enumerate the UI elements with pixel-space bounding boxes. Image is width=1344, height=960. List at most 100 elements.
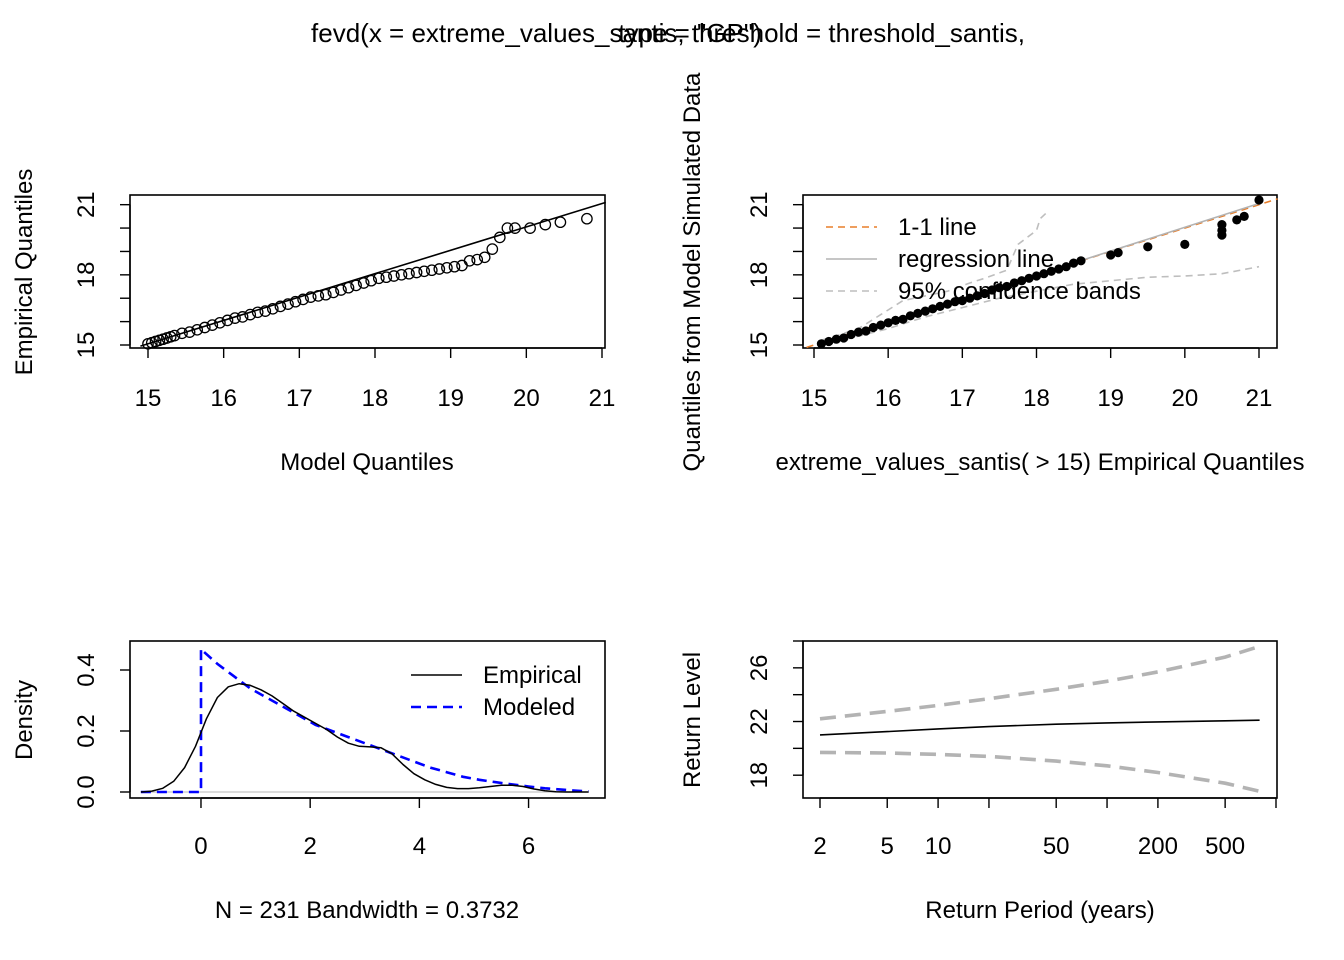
x-axis-title: Return Period (years) <box>925 897 1154 924</box>
x-tick-label: 50 <box>1043 833 1070 860</box>
x-tick-label: 17 <box>949 385 976 412</box>
data-point <box>403 267 415 280</box>
data-point <box>335 284 347 296</box>
x-axis-title: Model Quantiles <box>280 449 453 476</box>
y-axis-title: Return Level <box>679 652 706 788</box>
x-tick-label: 21 <box>589 385 616 412</box>
data-point <box>928 304 938 314</box>
data-point <box>1024 273 1034 283</box>
data-point <box>221 314 234 327</box>
legend-label: Modeled <box>483 694 575 721</box>
data-point <box>898 314 908 324</box>
data-point <box>456 259 468 272</box>
data-point <box>509 222 521 234</box>
data-point <box>1002 281 1012 292</box>
data-point <box>471 253 484 266</box>
data-point <box>920 306 930 316</box>
data-point <box>433 263 446 275</box>
data-point <box>891 315 901 325</box>
data-point <box>448 260 461 273</box>
data-point <box>229 312 241 324</box>
data-point <box>1054 264 1064 274</box>
x-tick-label: 4 <box>413 833 426 860</box>
data-point <box>1046 266 1056 276</box>
data-point <box>425 264 438 277</box>
y-tick-label: 15 <box>73 332 100 359</box>
data-point <box>1039 269 1049 279</box>
data-point <box>463 254 476 267</box>
data-point <box>839 333 849 343</box>
data-point <box>1069 258 1079 268</box>
data-point <box>1232 215 1242 225</box>
data-point <box>236 311 249 323</box>
x-tick-label: 16 <box>875 385 902 412</box>
upper-ci-line <box>819 644 1261 721</box>
x-tick-label: 2 <box>303 833 316 860</box>
data-point <box>478 251 491 264</box>
data-point <box>913 308 923 318</box>
data-point <box>259 305 272 317</box>
data-point <box>297 293 309 306</box>
data-point <box>554 216 567 229</box>
data-point <box>846 329 856 340</box>
data-point <box>994 283 1005 293</box>
data-point <box>312 290 325 302</box>
data-point <box>266 302 279 315</box>
plot-frame <box>129 194 606 349</box>
data-point <box>395 268 408 281</box>
y-tick-label: 21 <box>746 191 773 218</box>
data-point <box>282 298 294 310</box>
lower-ci-line <box>819 750 1261 794</box>
data-point <box>380 271 393 284</box>
y-tick-label: 26 <box>746 654 773 681</box>
qq-plot-panel: 15 16 17 18 19 20 21 15 18 21 Model Quantiles Empir… <box>11 169 615 476</box>
data-point <box>581 212 593 225</box>
legend-label: 1-1 line <box>898 214 977 241</box>
x-tick-label: 5 <box>881 833 894 860</box>
return-level-panel: 2 5 10 50 200 500 18 22 26 Return Period (years) R… <box>679 640 1278 924</box>
title-left: fevd(x = extreme_values_santis, threshol… <box>311 18 1025 48</box>
y-tick-label: 18 <box>746 261 773 288</box>
y-tick-label: 0.2 <box>73 714 100 747</box>
data-point <box>831 334 841 344</box>
x-tick-label: 18 <box>1023 385 1050 412</box>
series-line-empirical <box>140 682 589 793</box>
data-point <box>539 218 552 231</box>
y-tick-label: 21 <box>73 191 100 218</box>
legend-label: regression line <box>898 246 1054 273</box>
data-point <box>861 326 871 336</box>
data-point <box>1180 239 1190 249</box>
data-point <box>853 327 864 337</box>
data-point <box>524 222 536 234</box>
data-point <box>418 265 431 278</box>
x-tick-label: 15 <box>135 385 162 412</box>
y-tick-label: 15 <box>746 332 773 359</box>
data-point <box>493 231 506 244</box>
x-tick-label: 10 <box>925 833 952 860</box>
x-tick-label: 17 <box>286 385 313 412</box>
data-point <box>304 291 317 303</box>
data-point <box>1239 211 1249 221</box>
data-point <box>816 339 827 349</box>
data-point <box>824 336 834 347</box>
x-tick-label: 0 <box>194 833 207 860</box>
data-point <box>319 288 332 301</box>
data-point <box>357 277 370 289</box>
x-axis-title: extreme_values_santis( > 15) Empirical Q… <box>776 449 1305 476</box>
x-tick-label: 2 <box>813 833 826 860</box>
y-tick-label: 18 <box>746 762 773 789</box>
data-point <box>965 293 975 303</box>
x-axis-title: N = 231 Bandwidth = 0.3732 <box>215 897 519 924</box>
data-point <box>905 311 916 321</box>
data-point <box>883 318 893 328</box>
x-tick-label: 19 <box>1097 385 1124 412</box>
data-point <box>198 321 211 334</box>
reference-line <box>140 201 607 347</box>
data-point <box>251 306 264 319</box>
data-point <box>486 243 499 255</box>
y-axis-title: Empirical Quantiles <box>11 169 38 376</box>
data-point <box>410 266 423 279</box>
data-point <box>972 291 982 301</box>
data-point <box>942 299 953 309</box>
